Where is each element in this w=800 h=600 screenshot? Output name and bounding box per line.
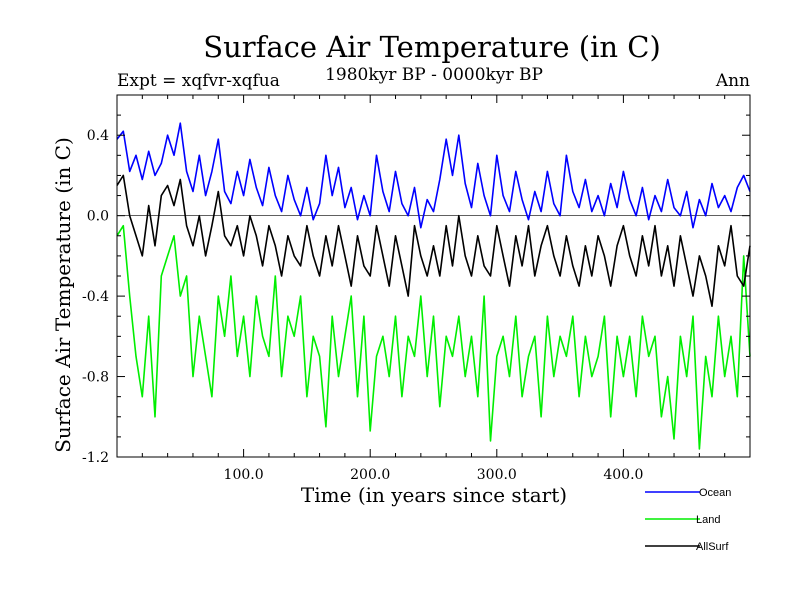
x-tick-label: 400.0 [603, 467, 643, 483]
axis-ticks: 100.0 200.0 300.0 400.0 -1.2 -0.8 -0.4 0.0 0.4 [82, 95, 750, 483]
series-line-land [116, 224, 751, 450]
y-tick-label: -0.8 [82, 370, 109, 386]
chart-title: Surface Air Temperature (in C) [203, 30, 661, 64]
x-tick-label: 300.0 [477, 467, 517, 483]
x-tick-label: 200.0 [350, 467, 390, 483]
expt-label: Expt = xqfvr-xqfua [117, 71, 280, 91]
y-tick-label: 0.0 [87, 209, 109, 225]
legend: Ocean Land AllSurf [645, 487, 731, 553]
y-axis-label: Surface Air Temperature (in C) [51, 137, 75, 453]
series-line-ocean [116, 122, 751, 229]
legend-ocean-label: Ocean [699, 487, 731, 499]
legend-land-label: Land [696, 514, 720, 526]
series-lines [116, 122, 751, 450]
y-tick-label: -1.2 [82, 450, 109, 466]
season-label: Ann [715, 71, 750, 91]
legend-allsurf-label: AllSurf [696, 541, 729, 553]
period-label: 1980kyr BP - 0000kyr BP [325, 65, 543, 85]
series-line-allsurf [116, 174, 751, 308]
x-axis-label: Time (in years since start) [301, 483, 567, 507]
x-tick-label: 100.0 [224, 467, 264, 483]
y-tick-label: 0.4 [87, 128, 109, 144]
plot-frame [116, 94, 751, 458]
y-tick-label: -0.4 [82, 289, 109, 305]
